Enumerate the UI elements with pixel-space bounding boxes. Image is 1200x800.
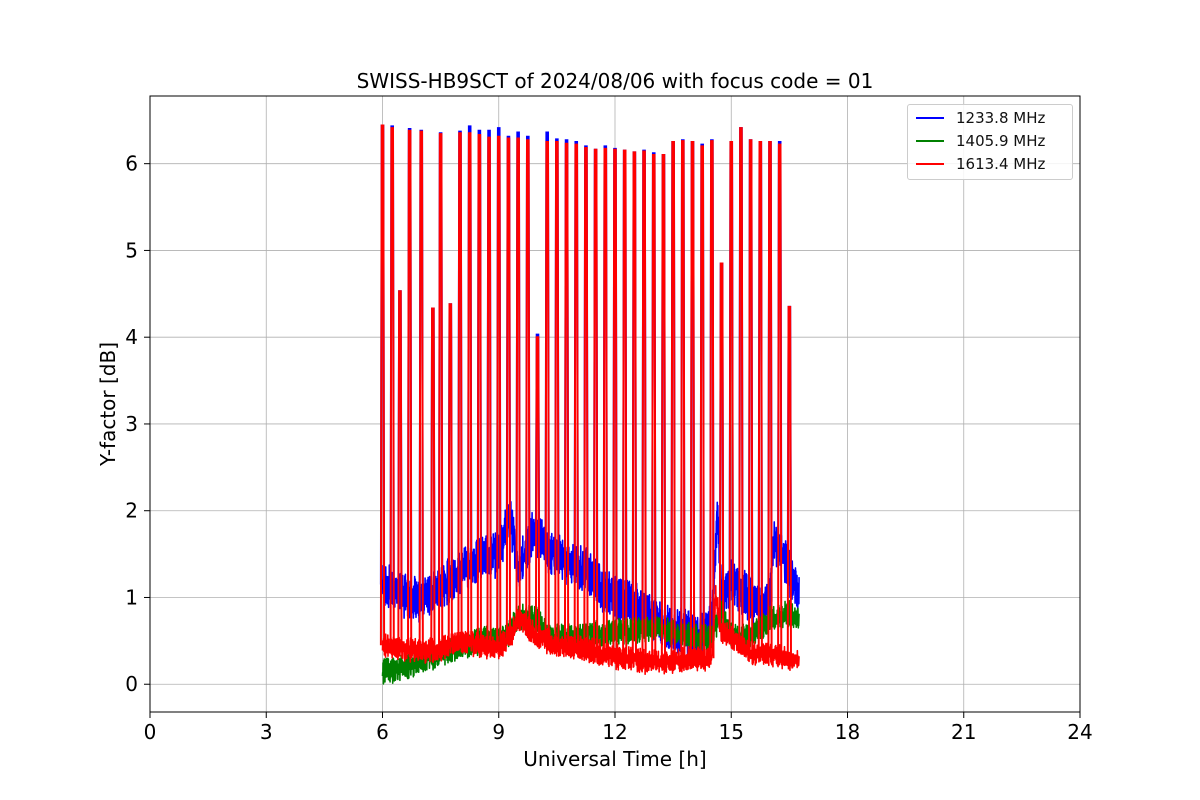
spike — [515, 137, 521, 620]
spike — [457, 132, 463, 641]
spike — [699, 145, 705, 659]
x-tick-label: 18 — [835, 720, 860, 744]
y-tick-label: 3 — [125, 412, 138, 436]
legend-swatch-red — [916, 163, 944, 165]
spike — [379, 124, 386, 646]
x-axis-ticks: 0 3 6 9 12 15 18 21 24 — [144, 712, 1093, 744]
legend: 1233.8 MHz 1405.9 MHz 1613.4 MHz — [907, 104, 1073, 180]
y-tick-label: 2 — [125, 499, 138, 523]
spike — [467, 132, 473, 644]
legend-label: 1233.8 MHz — [956, 109, 1046, 127]
spike — [447, 303, 453, 646]
spike — [641, 150, 647, 662]
spike — [563, 142, 570, 647]
spike — [767, 140, 773, 654]
legend-label: 1405.9 MHz — [956, 132, 1046, 150]
spike — [534, 336, 541, 637]
x-axis-label: Universal Time [h] — [523, 747, 706, 771]
spike — [438, 133, 444, 650]
spike — [573, 143, 579, 648]
y-axis-ticks: 0 1 2 3 4 5 6 — [125, 152, 150, 696]
x-tick-label: 12 — [602, 720, 627, 744]
y-tick-label: 5 — [125, 238, 138, 262]
legend-swatch-green — [916, 140, 944, 142]
spike — [689, 140, 696, 659]
spike — [612, 148, 618, 657]
spike — [718, 262, 725, 633]
spike — [670, 140, 676, 661]
spike — [748, 139, 754, 654]
series-16134-mhz — [379, 124, 800, 676]
y-tick-label: 0 — [125, 672, 138, 696]
spike — [505, 137, 512, 639]
spike — [728, 140, 734, 637]
y-tick-label: 6 — [125, 152, 138, 176]
spike — [738, 127, 744, 646]
x-tick-label: 21 — [951, 720, 976, 744]
spike — [757, 140, 763, 654]
series-12338-mhz — [379, 124, 800, 661]
spike — [709, 140, 715, 659]
spike — [525, 139, 531, 628]
x-tick-label: 9 — [492, 720, 505, 744]
spike — [583, 147, 589, 650]
spike — [786, 305, 792, 659]
x-tick-label: 3 — [260, 720, 273, 744]
spike — [418, 130, 424, 652]
legend-item-1233: 1233.8 MHz — [916, 108, 1045, 128]
spike — [407, 129, 413, 651]
spike — [486, 136, 492, 647]
x-tick-label: 6 — [376, 720, 389, 744]
spike — [389, 127, 395, 648]
spike — [430, 307, 436, 651]
spike — [593, 148, 599, 652]
legend-label: 1613.4 MHz — [956, 155, 1046, 173]
spike — [544, 140, 550, 641]
legend-swatch-blue — [916, 117, 944, 119]
spike — [777, 143, 783, 657]
spike — [476, 134, 482, 646]
spike — [397, 290, 403, 650]
spike — [651, 154, 657, 663]
spike — [496, 135, 502, 648]
y-axis-label: Y-factor [dB] — [96, 342, 120, 467]
spike — [631, 151, 637, 660]
spike — [622, 149, 628, 659]
series-layer — [379, 124, 800, 685]
spike — [680, 140, 686, 660]
x-tick-label: 15 — [719, 720, 744, 744]
legend-item-1405: 1405.9 MHz — [916, 131, 1045, 151]
x-tick-label: 24 — [1067, 720, 1092, 744]
spike — [660, 154, 667, 662]
y-tick-label: 1 — [125, 585, 138, 609]
y-tick-label: 4 — [125, 325, 138, 349]
legend-item-1613: 1613.4 MHz — [916, 154, 1045, 174]
chart-title: SWISS-HB9SCT of 2024/08/06 with focus co… — [357, 69, 874, 93]
spike — [602, 147, 608, 654]
x-tick-label: 0 — [144, 720, 157, 744]
spike — [554, 140, 560, 646]
